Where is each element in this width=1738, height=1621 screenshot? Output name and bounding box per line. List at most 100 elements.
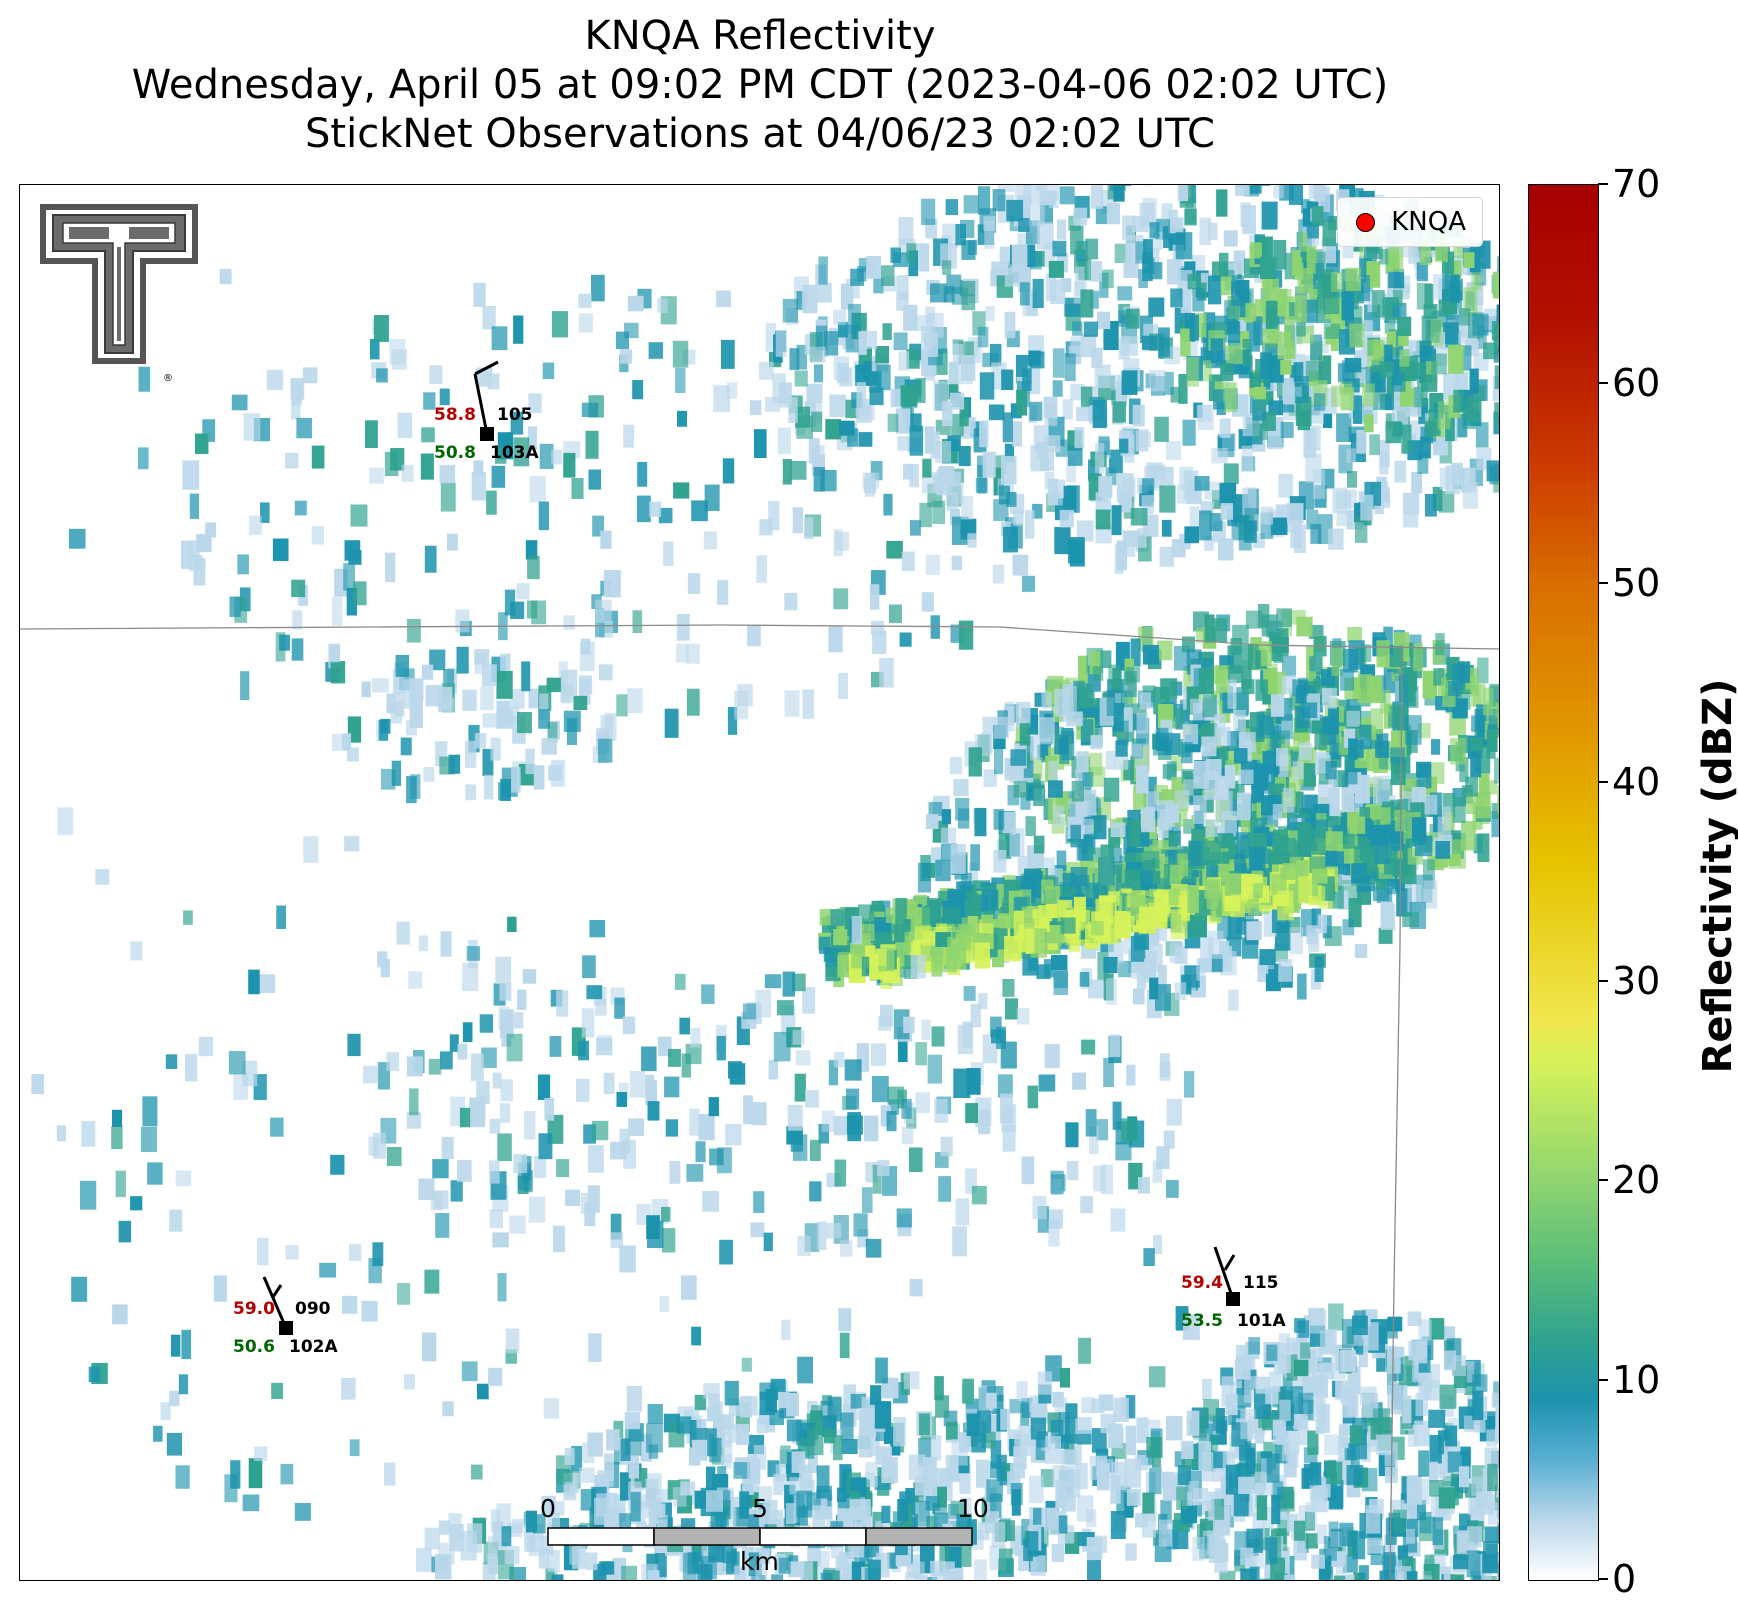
reflectivity-pixel [721, 1431, 732, 1447]
reflectivity-pixel [603, 1072, 615, 1095]
reflectivity-pixel [409, 678, 424, 701]
reflectivity-pixel [1428, 1409, 1446, 1428]
reflectivity-pixel [1245, 610, 1263, 629]
reflectivity-pixel [1271, 1494, 1281, 1525]
reflectivity-pixel [527, 426, 537, 451]
reflectivity-pixel [1346, 710, 1361, 727]
reflectivity-pixel [397, 412, 413, 439]
reflectivity-pixel [1125, 1425, 1137, 1456]
reflectivity-pixel [1202, 1378, 1212, 1401]
reflectivity-pixel [1092, 399, 1107, 429]
reflectivity-pixel [933, 380, 949, 411]
reflectivity-pixel [1235, 185, 1250, 196]
reflectivity-pixel [1128, 820, 1141, 847]
reflectivity-pixel [1272, 834, 1289, 865]
reflectivity-pixel [1444, 1425, 1458, 1447]
reflectivity-pixel [921, 198, 936, 225]
reflectivity-pixel [1385, 421, 1402, 444]
radar-map-panel[interactable]: ® KNQA 58.8 105 50.8 103A 59.0 090 50.6 … [19, 184, 1500, 1581]
reflectivity-pixel [873, 277, 884, 294]
reflectivity-pixel [1157, 817, 1169, 839]
reflectivity-pixel [935, 932, 951, 948]
reflectivity-pixel [1004, 701, 1015, 732]
reflectivity-pixel [1132, 404, 1145, 427]
reflectivity-pixel [1311, 1554, 1325, 1569]
reflectivity-pixel [1090, 185, 1104, 209]
reflectivity-pixel [1378, 927, 1393, 944]
reflectivity-pixel [1475, 422, 1489, 448]
reflectivity-pixel [775, 1464, 786, 1482]
reflectivity-pixel [1471, 715, 1486, 732]
reflectivity-pixel [193, 558, 206, 586]
reflectivity-pixel [1097, 951, 1109, 981]
reflectivity-pixel [1394, 460, 1407, 483]
reflectivity-pixel [500, 653, 511, 671]
reflectivity-pixel [1120, 336, 1138, 356]
reflectivity-pixel [1112, 401, 1127, 423]
reflectivity-pixel [857, 1229, 869, 1248]
reflectivity-pixel [1202, 694, 1217, 718]
reflectivity-pixel [856, 382, 867, 409]
reflectivity-pixel [1286, 1354, 1298, 1381]
reflectivity-pixel [1305, 1501, 1317, 1530]
reflectivity-pixel [1073, 207, 1088, 226]
reflectivity-pixel [1177, 853, 1188, 877]
reflectivity-pixel [1106, 689, 1123, 716]
reflectivity-pixel [1476, 792, 1491, 819]
reflectivity-pixel [1219, 940, 1230, 963]
reflectivity-pixel [1497, 713, 1499, 728]
reflectivity-pixel [1043, 798, 1053, 820]
reflectivity-pixel [1085, 238, 1099, 260]
reflectivity-pixel [1072, 321, 1083, 336]
reflectivity-pixel [456, 646, 469, 674]
reflectivity-pixel [1359, 724, 1372, 750]
reflectivity-pixel [1048, 478, 1058, 506]
reflectivity-pixel [890, 1441, 901, 1456]
reflectivity-pixel [1352, 395, 1362, 424]
reflectivity-pixel [875, 346, 890, 364]
reflectivity-pixel [1098, 476, 1113, 498]
reflectivity-pixel [1225, 873, 1241, 901]
reflectivity-pixel [1418, 1450, 1430, 1477]
reflectivity-pixel [1471, 267, 1482, 290]
reflectivity-pixel [473, 282, 486, 307]
reflectivity-pixel [1437, 1430, 1449, 1455]
reflectivity-pixel [809, 346, 826, 363]
reflectivity-pixel [1439, 1384, 1457, 1409]
reflectivity-pixel [959, 924, 975, 943]
reflectivity-pixel [759, 1382, 776, 1401]
reflectivity-pixel [1459, 1451, 1471, 1479]
reflectivity-pixel [1029, 401, 1043, 421]
reflectivity-pixel [1227, 665, 1244, 684]
reflectivity-pixel [1261, 614, 1278, 637]
reflectivity-pixel [618, 1082, 629, 1101]
reflectivity-pixel [565, 1189, 581, 1206]
reflectivity-pixel [876, 364, 891, 391]
reflectivity-pixel [1309, 656, 1323, 675]
reflectivity-pixel [1214, 714, 1226, 737]
reflectivity-pixel [1109, 1034, 1121, 1057]
reflectivity-pixel [420, 453, 434, 480]
reflectivity-pixel [1108, 827, 1121, 849]
reflectivity-pixel [1071, 780, 1085, 802]
reflectivity-pixel [595, 599, 612, 623]
reflectivity-pixel [556, 990, 569, 1017]
reflectivity-pixel [1056, 850, 1067, 878]
reflectivity-pixel [385, 552, 396, 583]
reflectivity-pixel [934, 1376, 944, 1401]
reflectivity-pixel [528, 688, 542, 709]
reflectivity-pixel [1430, 318, 1443, 347]
reflectivity-pixel [1366, 675, 1379, 700]
reflectivity-pixel [449, 1034, 459, 1052]
reflectivity-pixel [392, 669, 405, 694]
reflectivity-pixel [511, 766, 521, 793]
reflectivity-pixel [1110, 374, 1121, 391]
reflectivity-pixel [816, 1465, 830, 1493]
reflectivity-pixel [1342, 238, 1354, 259]
reflectivity-pixel [484, 774, 494, 800]
reflectivity-pixel [1418, 406, 1428, 424]
reflectivity-pixel [1477, 657, 1489, 684]
reflectivity-pixel [932, 500, 946, 525]
reflectivity-pixel [1240, 809, 1252, 833]
reflectivity-pixel [1349, 323, 1365, 348]
